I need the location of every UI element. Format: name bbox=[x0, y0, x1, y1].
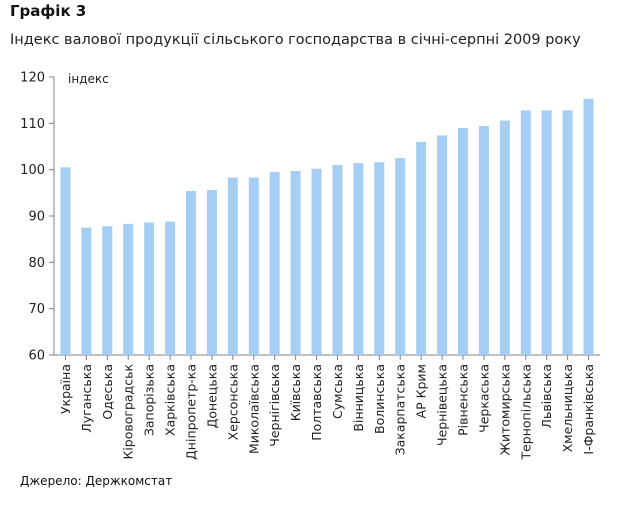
bar bbox=[123, 223, 134, 355]
bar bbox=[186, 190, 196, 355]
x-tick-label: Сумська bbox=[330, 364, 345, 419]
bar bbox=[520, 110, 531, 355]
x-tick-label: Львівська bbox=[539, 364, 554, 428]
bar bbox=[165, 221, 176, 355]
bar bbox=[541, 110, 552, 355]
x-axis-labels: Україна Луганська Одеська Кіровоградськ Запо… bbox=[58, 355, 596, 461]
bar bbox=[290, 171, 301, 355]
x-tick-label: Херсонська bbox=[225, 364, 240, 440]
x-tick-label: Дніпропетр-ка bbox=[184, 364, 199, 460]
y-tick-label: 70 bbox=[28, 302, 45, 317]
bar bbox=[416, 141, 427, 355]
bar bbox=[332, 165, 343, 355]
x-tick-label: Запорізька bbox=[142, 364, 157, 436]
x-tick-label: Миколаївська bbox=[246, 364, 261, 454]
x-tick-label: Рівненська bbox=[456, 364, 471, 436]
x-tick-label: Волинська bbox=[372, 364, 387, 434]
source-note: Джерело: Держкомстат bbox=[20, 474, 173, 488]
bar bbox=[353, 163, 364, 355]
bar bbox=[583, 98, 594, 355]
x-tick-label: Чернівецька bbox=[435, 364, 450, 446]
bar bbox=[144, 222, 155, 355]
bar bbox=[478, 126, 489, 355]
bar bbox=[395, 158, 406, 355]
x-tick-label: Кіровоградськ bbox=[121, 364, 136, 460]
bar bbox=[227, 177, 238, 355]
y-tick-label: 80 bbox=[28, 256, 45, 271]
bar bbox=[248, 177, 259, 355]
bars bbox=[60, 98, 594, 355]
bar bbox=[102, 226, 113, 355]
bar bbox=[458, 127, 468, 355]
x-tick-label: Одеська bbox=[100, 364, 115, 420]
bar bbox=[81, 227, 92, 355]
bar bbox=[269, 171, 280, 355]
bar bbox=[374, 162, 385, 355]
bar bbox=[499, 120, 510, 355]
y-tick-label: 90 bbox=[28, 210, 45, 225]
bar bbox=[311, 168, 322, 355]
bar-chart: 60 70 80 90 100 110 120 Україна Луганська Одеськ… bbox=[20, 71, 600, 461]
x-tick-label: АР Крим bbox=[414, 364, 429, 418]
x-tick-label: Харківська bbox=[163, 364, 178, 436]
x-tick-label: Донецька bbox=[204, 364, 219, 428]
chart-heading: Графік 3 bbox=[10, 2, 87, 20]
x-tick-label: Вінницька bbox=[351, 364, 366, 432]
y-tick-label: 120 bbox=[20, 71, 45, 86]
x-tick-label: І-Франківська bbox=[581, 364, 596, 455]
x-tick-label: Полтавська bbox=[309, 364, 324, 441]
bar bbox=[562, 110, 573, 355]
x-tick-label: Черкаська bbox=[476, 364, 491, 433]
x-tick-label: Хмельницька bbox=[560, 364, 575, 452]
x-tick-label: Закарпатська bbox=[393, 364, 408, 455]
x-tick-label: Тернопільська bbox=[518, 364, 533, 461]
y-axis-label: індекс bbox=[68, 72, 109, 86]
bar bbox=[60, 167, 71, 355]
x-tick-label: Житомирська bbox=[497, 364, 512, 455]
x-tick-label: Луганська bbox=[79, 364, 94, 433]
x-tick-label: Чернігівська bbox=[267, 364, 282, 447]
y-tick-label: 110 bbox=[20, 117, 45, 132]
bar bbox=[206, 190, 217, 355]
bar bbox=[437, 135, 448, 355]
y-tick-label: 100 bbox=[20, 163, 45, 178]
x-tick-label: Україна bbox=[58, 364, 73, 414]
y-tick-label: 60 bbox=[28, 349, 45, 364]
chart-subtitle: Індекс валової продукції сільського госп… bbox=[10, 32, 581, 48]
x-tick-label: Київська bbox=[288, 364, 303, 421]
